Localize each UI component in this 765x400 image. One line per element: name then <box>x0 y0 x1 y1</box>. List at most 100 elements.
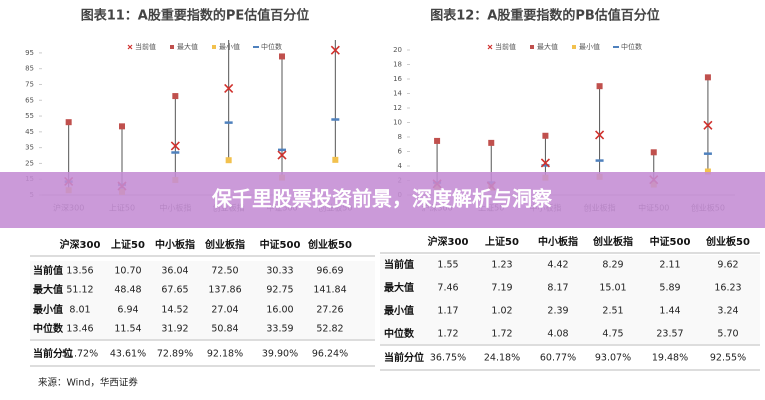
table-cell: 16.00 <box>266 305 293 316</box>
table-cell: 36.75% <box>430 353 466 364</box>
legend-marker <box>212 45 216 49</box>
min-marker <box>225 157 232 164</box>
table-cell: 16.23 <box>714 283 741 294</box>
table-header: 创业板50 <box>705 235 750 248</box>
table-cell: 19.48% <box>652 353 688 364</box>
table-cell: 137.86 <box>208 285 241 296</box>
table-cell: 6.94 <box>117 305 138 316</box>
table-cell: 8.29 <box>602 260 623 271</box>
current-marker <box>595 130 605 140</box>
table-cell: 92.18% <box>207 349 243 360</box>
table-cell: 51.12 <box>66 285 93 296</box>
table-cell: 27.04 <box>211 305 238 316</box>
table-header: 创业板指 <box>592 235 633 248</box>
table-cell: 9.62 <box>717 260 738 271</box>
table-cell: 67.65 <box>161 285 188 296</box>
row-label: 中位数 <box>33 322 64 335</box>
table-cell: 43.61% <box>110 349 146 360</box>
max-marker <box>65 119 72 126</box>
table-header: 中小板指 <box>155 238 195 251</box>
table-row-bg <box>380 255 760 344</box>
table-cell: 8.01 <box>69 305 90 316</box>
legend-item: 最小值 <box>572 42 600 51</box>
legend-label: 最大值 <box>537 42 558 51</box>
max-marker <box>596 83 603 90</box>
table-cell: 39.90% <box>262 349 298 360</box>
table-cell: 93.07% <box>595 353 631 364</box>
table-cell: 1.23 <box>491 260 512 271</box>
max-marker <box>119 123 125 130</box>
table-cell: 141.84 <box>313 285 346 296</box>
plot <box>432 74 713 191</box>
table-cell: 13.46 <box>66 324 93 335</box>
table-cell: 96.69 <box>316 266 343 277</box>
legend-item: 中位数 <box>613 42 642 51</box>
y-tick-label: 6 <box>398 148 403 156</box>
plot <box>64 40 340 195</box>
y-tick-label: 65 <box>25 96 34 104</box>
chart-title: 图表11：A股重要指数的PE估值百分位 <box>81 8 310 24</box>
legend-marker <box>170 45 174 49</box>
table-header: 沪深300 <box>60 238 101 251</box>
min-marker <box>704 168 711 175</box>
current-marker <box>170 141 180 151</box>
row-label: 最大值 <box>384 281 414 294</box>
table-cell: 1.55 <box>437 260 458 271</box>
banner-text: 保千里股票投资前景，深度解析与洞察 <box>211 187 553 211</box>
table-cell: 2.11 <box>659 260 680 271</box>
current-marker <box>540 158 550 168</box>
y-tick-label: 85 <box>25 65 34 73</box>
legend-item: 中位数 <box>253 42 282 51</box>
table-header: 创业板指 <box>204 238 245 251</box>
table-cell: 10.70 <box>114 266 141 277</box>
min-marker <box>332 156 339 163</box>
table-cell: 5.89 <box>659 283 680 294</box>
y-tick-label: 55 <box>25 112 34 120</box>
table-cell: 5.70 <box>717 329 738 340</box>
legend-item: 最小值 <box>212 42 240 51</box>
table-cell: 24.18% <box>484 353 520 364</box>
table-cell: 72.50 <box>211 266 238 277</box>
legend-marker <box>572 45 576 49</box>
legend-item: 当前值 <box>487 42 516 51</box>
table-header: 上证50 <box>485 235 519 248</box>
current-marker <box>277 150 287 160</box>
current-marker <box>703 120 713 130</box>
y-tick-label: 14 <box>393 90 402 98</box>
table-header: 中证500 <box>260 238 301 251</box>
table-cell: 3.24 <box>717 306 738 317</box>
table-cell: 15.01 <box>599 283 626 294</box>
legend-label: 中位数 <box>621 42 642 51</box>
row-label: 最大值 <box>33 283 63 296</box>
legend-marker <box>530 45 534 49</box>
table-cell: 1.72 <box>437 329 458 340</box>
table-cell: 30.33 <box>266 266 293 277</box>
y-tick-label: 12 <box>393 104 402 112</box>
row-label: 当前分位 <box>384 351 424 364</box>
row-label: 当前值 <box>384 258 414 271</box>
table-cell: 92.75 <box>266 285 293 296</box>
table-cell: 60.77% <box>540 353 576 364</box>
banner-bg <box>0 172 765 228</box>
y-tick-label: 8 <box>398 133 402 141</box>
legend-label: 最大值 <box>177 42 198 51</box>
row-label: 最小值 <box>33 303 63 316</box>
table-header: 沪深300 <box>428 235 469 248</box>
legend-marker <box>487 44 493 50</box>
table-cell: 96.24% <box>312 349 348 360</box>
legend-label: 当前值 <box>135 42 156 51</box>
table-cell: 8.17 <box>547 283 568 294</box>
legend-label: 最小值 <box>579 42 600 51</box>
legend-item: 最大值 <box>170 42 198 51</box>
y-tick-label: 20 <box>393 46 402 54</box>
legend-label: 当前值 <box>495 42 516 51</box>
row-label: 当前值 <box>33 264 63 277</box>
table-cell: 14.52 <box>161 305 188 316</box>
y-tick-label: 10 <box>393 119 402 127</box>
table-cell: 72.89% <box>157 349 193 360</box>
table-cell: 7.46 <box>437 283 458 294</box>
row-label: 中位数 <box>384 327 415 340</box>
max-marker <box>488 139 495 146</box>
table-cell: 11.54 <box>114 324 141 335</box>
